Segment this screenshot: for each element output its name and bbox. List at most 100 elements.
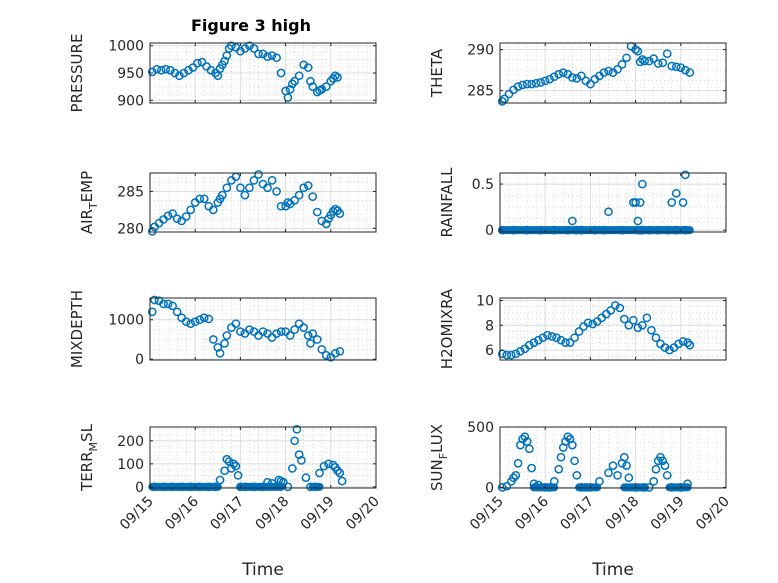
data-point	[161, 64, 171, 74]
data-point	[299, 60, 309, 70]
data-point	[285, 331, 295, 340]
data-point	[577, 71, 586, 81]
data-point	[258, 327, 268, 336]
series-pressure	[147, 41, 342, 102]
data-point	[172, 214, 182, 224]
data-point	[574, 327, 584, 336]
x-tick-label: 09/19	[298, 494, 338, 534]
subplot-mixdepth: 0 1000 MIXDEPTH	[68, 290, 377, 368]
data-point	[536, 78, 546, 87]
data-point	[333, 466, 342, 476]
data-point	[175, 71, 184, 81]
y-axis-label: H2OMIXRA	[438, 288, 456, 369]
data-point	[147, 67, 157, 77]
data-point	[156, 65, 166, 75]
data-point	[606, 306, 616, 315]
data-point	[604, 66, 613, 76]
data-point	[676, 63, 686, 73]
data-point	[254, 170, 263, 179]
data-point	[525, 340, 534, 350]
data-point	[245, 41, 254, 51]
data-point	[303, 331, 313, 340]
series-sun_flux	[497, 432, 692, 492]
data-point	[337, 476, 347, 486]
subplot-pressure: 900 950 1000 PRESSURE	[68, 34, 377, 113]
axes-background	[150, 427, 376, 488]
y-tick-label: 0	[135, 352, 144, 368]
data-point	[231, 319, 241, 329]
data-point	[319, 461, 329, 471]
data-point	[272, 329, 281, 338]
data-point	[500, 94, 509, 104]
data-point	[662, 470, 672, 480]
data-point	[649, 54, 659, 63]
data-point	[667, 198, 677, 207]
data-point	[497, 97, 507, 106]
data-point	[312, 87, 322, 97]
data-point	[509, 473, 518, 483]
data-point	[181, 317, 191, 327]
data-point	[267, 176, 277, 185]
data-point	[680, 170, 690, 180]
axes-box	[149, 172, 377, 233]
x-tick-label: 09/19	[648, 494, 688, 534]
data-point	[633, 46, 643, 56]
data-point	[272, 53, 281, 63]
data-point	[170, 68, 180, 78]
data-point	[335, 346, 345, 356]
data-point	[195, 194, 205, 204]
data-point	[317, 344, 327, 354]
data-point	[520, 432, 530, 442]
subplot-theta: 285 290 THETA	[428, 41, 727, 106]
data-point	[206, 65, 216, 75]
series-mixdepth	[147, 295, 345, 362]
data-point	[667, 61, 677, 71]
data-point	[554, 69, 564, 79]
data-point	[249, 44, 259, 53]
data-point	[299, 323, 309, 332]
data-point	[236, 46, 245, 56]
data-point	[285, 85, 295, 94]
data-point	[685, 340, 695, 350]
data-point	[617, 60, 627, 69]
data-point	[321, 82, 331, 91]
subplot-rainfall: 0 0.5 RAINFALL	[438, 167, 727, 239]
data-point	[631, 198, 640, 207]
data-point	[678, 198, 688, 207]
data-point	[229, 459, 238, 469]
subplot-h2omixra: 6 8 10 H2OMIXRA	[438, 288, 727, 369]
y-axis-label: PRESSURE	[68, 34, 86, 113]
y-tick-label: 200	[117, 434, 144, 450]
data-point	[272, 187, 281, 196]
data-point	[168, 209, 177, 218]
data-point	[294, 190, 304, 200]
data-point	[567, 73, 577, 82]
data-point	[534, 335, 543, 345]
data-point	[660, 343, 670, 352]
data-point	[290, 76, 299, 86]
data-point	[263, 52, 272, 61]
data-point	[217, 190, 227, 200]
y-label-main: RAINFALL	[438, 167, 456, 238]
data-point	[642, 313, 652, 323]
data-point	[570, 333, 579, 343]
y-tick-label: 0	[485, 480, 494, 496]
data-point	[588, 319, 598, 329]
data-point	[518, 80, 527, 90]
data-point	[306, 339, 315, 348]
data-point	[199, 313, 209, 323]
y-tick-label: 500	[467, 420, 494, 436]
data-point	[506, 350, 516, 360]
data-point	[276, 201, 286, 211]
axes-box	[149, 426, 377, 489]
data-point	[624, 320, 634, 330]
data-point	[497, 483, 507, 492]
data-point	[179, 68, 189, 78]
data-point	[330, 348, 340, 358]
data-point	[267, 51, 277, 60]
data-point	[638, 320, 647, 330]
data-point	[540, 76, 550, 86]
data-point	[186, 319, 196, 329]
data-point	[195, 315, 205, 325]
x-axis-label: Time	[591, 560, 634, 580]
